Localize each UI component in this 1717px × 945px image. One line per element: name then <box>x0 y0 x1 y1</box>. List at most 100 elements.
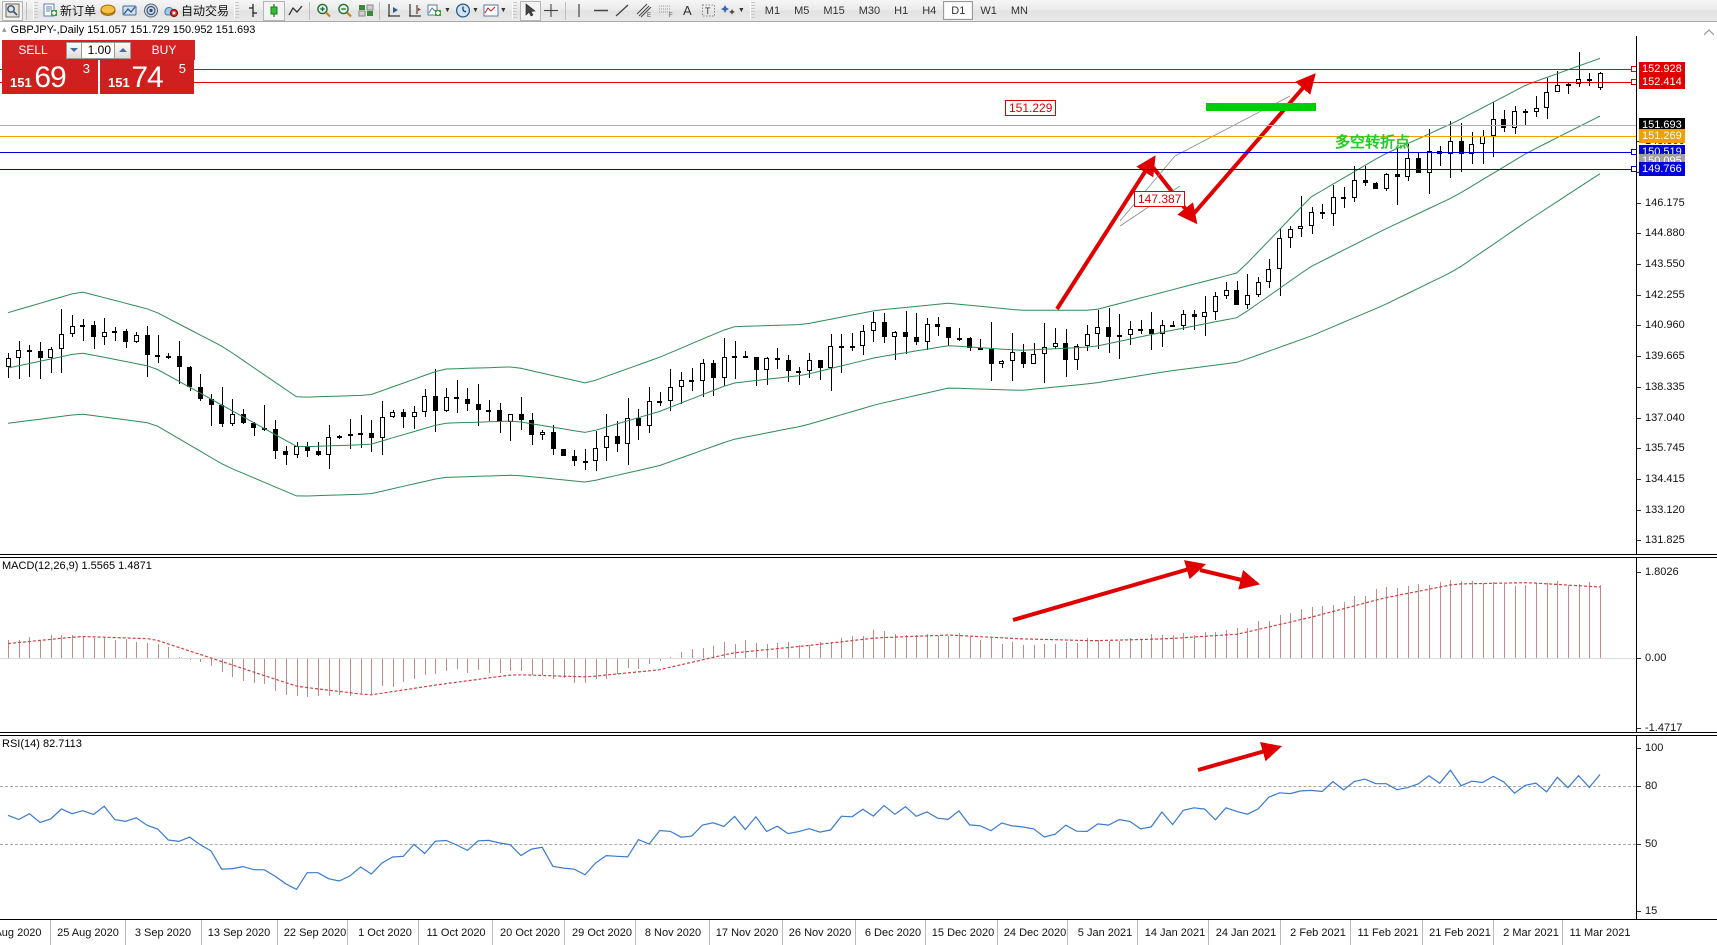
sell-price-display[interactable]: 151 69 3 <box>2 60 98 94</box>
date-label: 2 Mar 2021 <box>1503 927 1559 939</box>
date-axis[interactable]: Aug 2020 25 Aug 2020 3 Sep 2020 13 Sep 2020… <box>0 919 1717 945</box>
indicators-icon[interactable]: ▼ <box>425 1 453 21</box>
new-order-button[interactable]: 新订单 <box>41 1 98 21</box>
volume-stepper-up[interactable] <box>115 41 131 59</box>
macd-histogram-bar <box>1215 632 1217 658</box>
vertical-line-icon[interactable] <box>569 1 590 21</box>
terminal-icon[interactable] <box>119 1 140 21</box>
bid-line[interactable] <box>0 125 1636 126</box>
timeframe-m15[interactable]: M15 <box>823 4 845 17</box>
bar-chart-icon[interactable] <box>242 1 263 21</box>
macd-histogram-bar <box>1471 581 1473 658</box>
horizontal-line-icon[interactable] <box>590 1 612 21</box>
price-tag-147387[interactable]: 147.387 <box>1134 191 1186 207</box>
cursor-icon[interactable] <box>519 0 541 21</box>
macd-histogram-bar <box>328 657 330 696</box>
macd-histogram-bar <box>1204 632 1206 658</box>
price-tick: 137.040 <box>1637 412 1685 424</box>
macd-histogram-bar <box>755 642 757 658</box>
rsi-axis[interactable]: 100 80 50 15 <box>1636 736 1717 919</box>
timeframe-w1[interactable]: W1 <box>980 4 997 17</box>
price-label-149766[interactable]: 149.766 <box>1639 162 1685 176</box>
candlestick-chart-icon[interactable] <box>263 0 286 21</box>
macd-axis[interactable]: 1.8026 0.00 -1.4717 <box>1636 558 1717 734</box>
toolbar-grip-4[interactable] <box>749 2 755 19</box>
macd-histogram-bar <box>1407 586 1409 658</box>
buy-price-display[interactable]: 151 74 5 <box>98 60 194 94</box>
buy-button[interactable]: BUY <box>133 40 195 60</box>
timeframe-d1[interactable]: D1 <box>943 1 974 20</box>
text-label-icon[interactable]: T <box>698 1 719 21</box>
chevron-down-icon[interactable]: ▼ <box>444 7 451 14</box>
autotrading-button[interactable]: 自动交易 <box>161 1 231 21</box>
templates-icon[interactable]: ▼ <box>481 1 509 21</box>
sell-button[interactable]: SELL <box>2 40 64 60</box>
chart-symbol-bullet: ▴ <box>2 24 7 34</box>
shapes-icon[interactable]: ▼ <box>719 1 747 21</box>
toolbar-grip-3[interactable] <box>511 2 517 19</box>
timeframe-mn[interactable]: MN <box>1010 4 1028 17</box>
price-label-152928[interactable]: 152.928 <box>1639 62 1685 76</box>
date-separator <box>1280 920 1281 945</box>
one-click-trading-panel[interactable]: SELL 1.00 BUY 151 69 3 151 74 5 <box>2 40 195 94</box>
timeframe-h4[interactable]: H4 <box>922 4 937 17</box>
period-icon[interactable]: ▼ <box>453 1 481 21</box>
ask-line[interactable] <box>0 136 1636 137</box>
price-label-151693[interactable]: 151.693 <box>1639 118 1685 132</box>
toolbar-grip-2[interactable] <box>234 2 240 19</box>
macd-histogram-bar <box>1600 584 1601 658</box>
macd-histogram-bar <box>820 641 821 658</box>
expert-advisors-icon[interactable] <box>98 1 119 21</box>
crosshair-icon[interactable] <box>541 1 562 21</box>
timeframe-m30[interactable]: M30 <box>858 4 881 17</box>
line-chart-icon[interactable] <box>285 1 306 21</box>
equidistant-channel-icon[interactable]: E <box>633 1 655 21</box>
chevron-down-icon-4[interactable]: ▼ <box>737 7 745 14</box>
market-watch-icon[interactable] <box>2 0 23 21</box>
chevron-down-icon-3[interactable]: ▼ <box>499 7 507 14</box>
macd-histogram-bar <box>937 636 939 658</box>
chevron-down-icon-2[interactable]: ▼ <box>471 7 479 14</box>
fibonacci-icon[interactable]: F <box>655 1 677 21</box>
chart-scroll-arrow[interactable] <box>1703 24 1715 36</box>
buy-fraction: 5 <box>178 61 186 76</box>
zoom-out-icon[interactable] <box>334 1 355 21</box>
macd-histogram-bar <box>456 657 458 670</box>
support-line-149766[interactable] <box>0 166 1637 172</box>
volume-control[interactable]: 1.00 <box>64 40 133 60</box>
price-label-151269[interactable]: 151.269 <box>1639 129 1685 143</box>
date-label: 11 Feb 2021 <box>1357 927 1419 939</box>
timeframe-m1[interactable]: M1 <box>764 4 781 17</box>
macd-histogram-bar <box>1290 612 1292 658</box>
chart-window-icon[interactable] <box>355 1 376 21</box>
support-line-150519[interactable] <box>0 149 1637 155</box>
resistance-line-152414[interactable] <box>0 79 1637 85</box>
timeframe-h1[interactable]: H1 <box>894 4 909 17</box>
trendline-icon[interactable] <box>612 1 633 21</box>
chart-shift-icon[interactable] <box>404 1 425 21</box>
macd-histogram-bar <box>1226 630 1227 658</box>
signals-icon[interactable] <box>140 1 161 21</box>
price-tick: 134.415 <box>1637 473 1685 485</box>
toolbar-grip[interactable] <box>33 2 38 19</box>
price-pane[interactable]: 151.229 147.387 多空转折点 148.800147.470146.… <box>0 36 1717 554</box>
price-axis[interactable]: 148.800147.470146.175144.880143.550142.2… <box>1636 36 1717 554</box>
chart-area[interactable]: 151.229 147.387 多空转折点 148.800147.470146.… <box>0 36 1717 945</box>
rsi-pane[interactable]: RSI(14) 82.7113 100 80 50 15 <box>0 736 1717 919</box>
main-toolbar: 新订单 自动交易 <box>0 0 1717 22</box>
zoom-in-icon[interactable] <box>313 1 334 21</box>
price-tag-151229[interactable]: 151.229 <box>1005 100 1057 116</box>
volume-dropdown-button[interactable] <box>66 41 82 59</box>
macd-pane[interactable]: MACD(12,26,9) 1.5565 1.4871 1.8026 0.00 -1… <box>0 558 1717 734</box>
macd-histogram-bar <box>1108 641 1110 658</box>
resistance-line-152928[interactable] <box>0 66 1637 72</box>
macd-histogram-bar <box>307 657 309 698</box>
price-label-152414[interactable]: 152.414 <box>1639 75 1685 89</box>
macd-histogram-bar <box>1247 628 1249 658</box>
macd-histogram-bar <box>40 640 42 658</box>
volume-input[interactable]: 1.00 <box>82 41 115 59</box>
auto-scroll-icon[interactable] <box>383 1 404 21</box>
timeframe-m5[interactable]: M5 <box>794 4 810 17</box>
macd-histogram-bar <box>1023 644 1024 658</box>
text-icon[interactable]: A <box>683 3 692 18</box>
